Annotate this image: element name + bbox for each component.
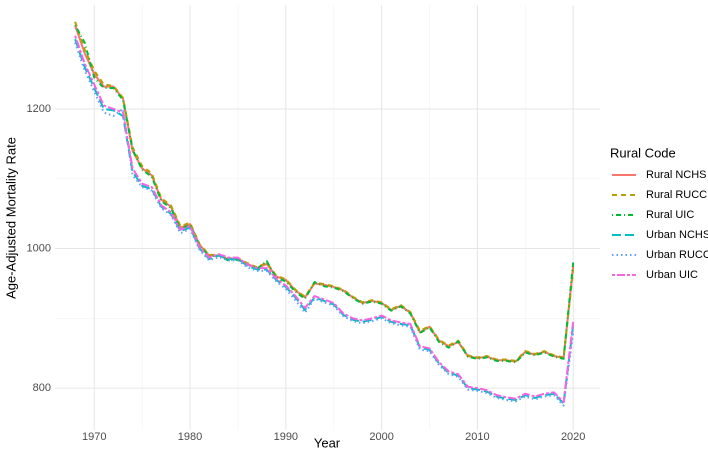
legend-label: Urban RUCC	[646, 249, 708, 261]
x-tick-label: 2010	[465, 431, 489, 443]
legend-label: Rural NCHS	[646, 169, 707, 181]
series-line	[74, 24, 575, 363]
series-line	[74, 42, 575, 407]
x-tick-label: 2000	[369, 431, 393, 443]
grid	[55, 5, 600, 430]
legend-label: Rural UIC	[646, 209, 694, 221]
x-tick-label: 2020	[561, 431, 585, 443]
series-line	[74, 21, 575, 362]
x-axis-title: Year	[314, 435, 341, 450]
y-tick-label: 1200	[27, 103, 51, 115]
y-axis-title: Age-Adjusted Mortality Rate	[3, 137, 18, 299]
x-tick-label: 1980	[178, 431, 202, 443]
y-tick-label: 1000	[27, 242, 51, 254]
legend-title: Rural Code	[610, 145, 676, 160]
x-tick-label: 1970	[82, 431, 106, 443]
x-tick-label: 1990	[274, 431, 298, 443]
legend-label: Rural RUCC	[646, 189, 707, 201]
series-line	[74, 35, 575, 404]
legend-label: Urban NCHS	[646, 229, 708, 241]
series-line	[74, 38, 575, 405]
series-line	[74, 24, 575, 364]
y-tick-label: 800	[33, 382, 51, 394]
legend-label: Urban UIC	[646, 269, 698, 281]
